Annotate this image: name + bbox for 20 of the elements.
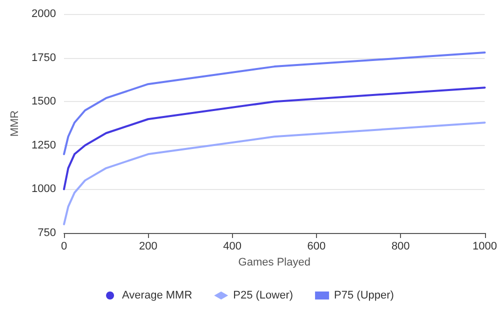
x-tick-label: 800	[391, 240, 410, 252]
y-tick-label: 1000	[32, 183, 56, 196]
x-tick-label: 0	[60, 240, 68, 252]
line-series	[63, 86, 486, 190]
x-tick-label: 600	[307, 240, 326, 252]
y-tick-label: 2000	[32, 8, 56, 20]
y-axis-title: MMR	[9, 110, 22, 137]
legend-label: P75 (Upper)	[334, 290, 394, 302]
line-series	[63, 52, 486, 156]
x-tick-label: 400	[223, 240, 242, 252]
line-series	[63, 122, 486, 226]
x-tick-label: 1000	[472, 240, 498, 252]
y-tick-label: 750	[38, 227, 56, 239]
legend-label: Average MMR	[122, 290, 192, 302]
y-tick-label: 1750	[32, 52, 56, 64]
x-tick-label: 200	[138, 240, 158, 252]
y-tick-label: 1500	[32, 96, 56, 108]
y-tick-label: 1250	[32, 139, 56, 152]
legend-label: P25 (Lower)	[233, 290, 294, 302]
x-axis-title: Games Played	[238, 256, 310, 268]
